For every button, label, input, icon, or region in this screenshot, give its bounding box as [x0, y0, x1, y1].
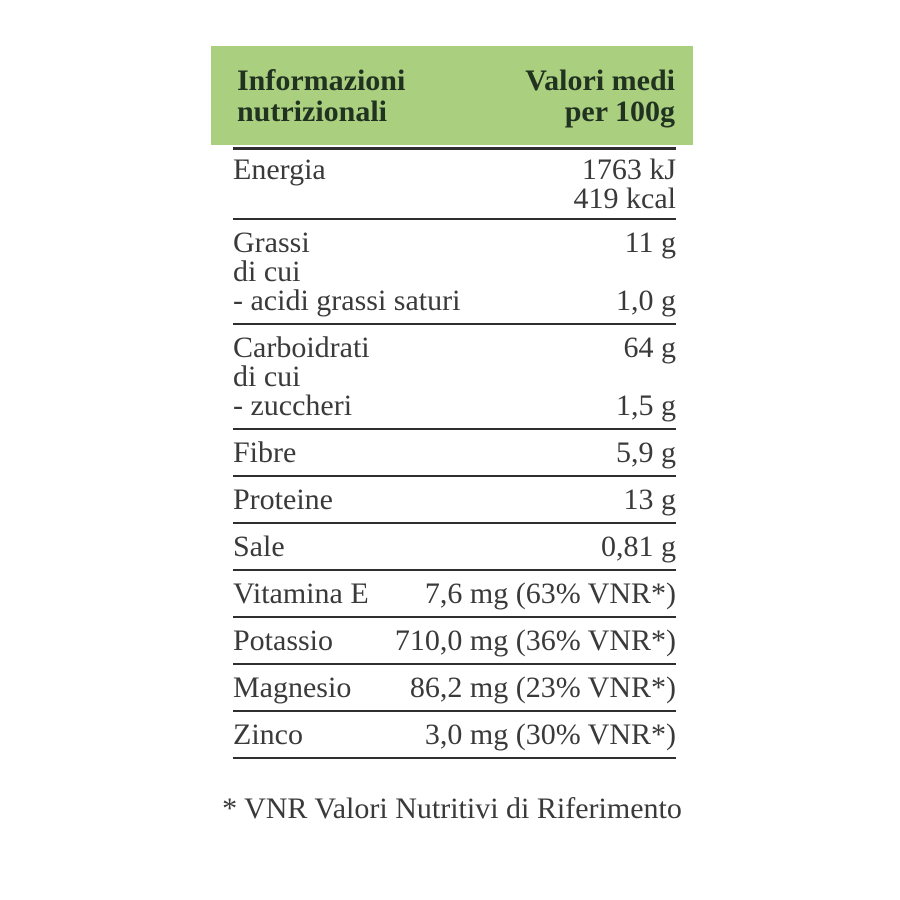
nutrient-value: 0,81 g [601, 530, 676, 563]
table-line: Magnesio 86,2 mg (23% VNR*) [233, 671, 676, 704]
table-line: Potassio 710,0 mg (36% VNR*) [233, 624, 676, 657]
table-row-sale: Sale 0,81 g [233, 524, 676, 571]
table-row-fibre: Fibre 5,9 g [233, 430, 676, 477]
nutrient-label: Sale [233, 530, 285, 563]
table-row-zinco: Zinco 3,0 mg (30% VNR*) [233, 712, 676, 759]
header-title-line2: nutrizionali [237, 94, 388, 128]
nutrient-value: 11 g [624, 226, 676, 259]
nutrient-label: Vitamina E [233, 577, 369, 610]
table-row-carboidrati: Carboidrati 64 g di cui - zuccheri 1,5 g [233, 325, 676, 430]
table-line: Energia 1763 kJ [233, 153, 676, 186]
nutrient-label: Fibre [233, 436, 297, 469]
table-line: 419 kcal [233, 182, 676, 215]
nutrient-label: Carboidrati [233, 331, 370, 364]
nutrient-label: Grassi [233, 226, 310, 259]
table-line: di cui [233, 360, 676, 393]
nutrient-label: Energia [233, 153, 326, 186]
table-row-energia: Energia 1763 kJ 419 kcal [233, 150, 676, 220]
table-row-vitamina-e: Vitamina E 7,6 mg (63% VNR*) [233, 571, 676, 618]
nutrient-label: Proteine [233, 483, 333, 516]
nutrient-label: di cui [233, 360, 301, 393]
table-row-proteine: Proteine 13 g [233, 477, 676, 524]
table-line: Sale 0,81 g [233, 530, 676, 563]
table-line: - acidi grassi saturi 1,0 g [233, 284, 676, 317]
header-title-line1: Informazioni [237, 63, 406, 97]
nutrient-label: Magnesio [233, 671, 352, 704]
nutrient-label: Potassio [233, 624, 334, 657]
nutrient-value: 13 g [623, 483, 677, 516]
nutrient-value: 7,6 mg (63% VNR*) [424, 577, 676, 610]
nutrient-value: 5,9 g [616, 436, 676, 469]
header-title: Informazioni nutrizionali [237, 65, 405, 127]
table-line: di cui [233, 255, 676, 288]
header-values-heading: Valori medi per 100g [525, 65, 675, 127]
nutrition-table-body: Energia 1763 kJ 419 kcal Grassi 11 g di cui - … [233, 147, 676, 759]
table-row-grassi: Grassi 11 g di cui - acidi grassi saturi 1,0… [233, 220, 676, 325]
nutrient-value: 419 kcal [573, 182, 676, 215]
table-line: Vitamina E 7,6 mg (63% VNR*) [233, 577, 676, 610]
table-row-potassio: Potassio 710,0 mg (36% VNR*) [233, 618, 676, 665]
nutrient-value: 64 g [623, 331, 677, 364]
header-values-line2: per 100g [564, 94, 675, 128]
table-line: Proteine 13 g [233, 483, 677, 516]
table-line: Zinco 3,0 mg (30% VNR*) [233, 718, 676, 751]
table-header: Informazioni nutrizionali Valori medi pe… [211, 46, 693, 145]
table-line: Grassi 11 g [233, 226, 676, 259]
nutrient-value: 86,2 mg (23% VNR*) [409, 671, 676, 704]
nutrient-value: 1,5 g [616, 389, 676, 422]
nutrient-value: 1763 kJ [581, 153, 676, 186]
nutrient-value: 3,0 mg (30% VNR*) [424, 718, 676, 751]
nutrient-value: 1,0 g [616, 284, 676, 317]
table-line: - zuccheri 1,5 g [233, 389, 676, 422]
nutrient-label: Zinco [233, 718, 303, 751]
table-line: Fibre 5,9 g [233, 436, 676, 469]
footnote: * VNR Valori Nutritivi di Riferimento [222, 792, 682, 825]
nutrient-value: 710,0 mg (36% VNR*) [394, 624, 676, 657]
nutrient-label: - zuccheri [233, 389, 353, 422]
nutrient-label: di cui [233, 255, 301, 288]
nutrient-label: - acidi grassi saturi [233, 284, 461, 317]
table-row-magnesio: Magnesio 86,2 mg (23% VNR*) [233, 665, 676, 712]
header-values-line1: Valori medi [525, 63, 675, 97]
table-line: Carboidrati 64 g [233, 331, 677, 364]
